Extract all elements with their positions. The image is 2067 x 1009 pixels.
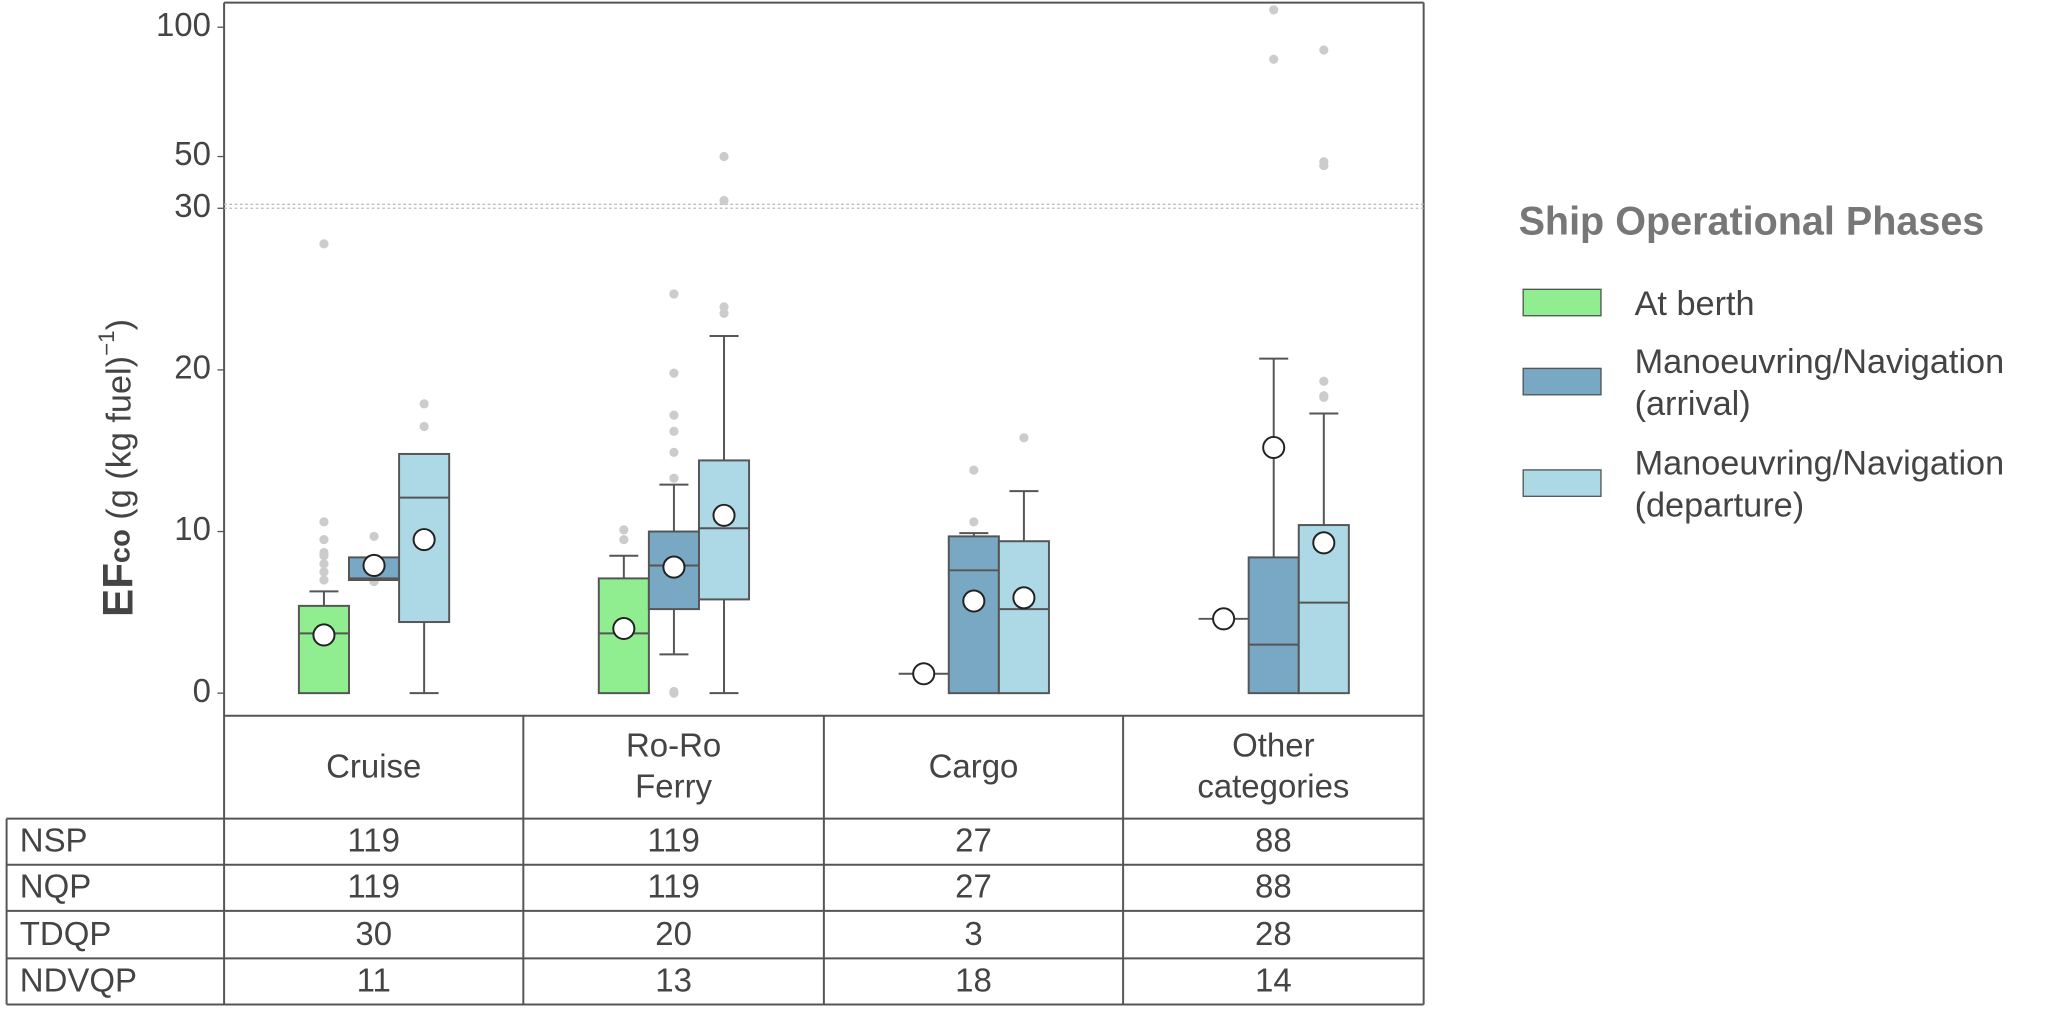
outlier	[669, 289, 679, 299]
y-label-main: EF	[94, 563, 141, 617]
outlier	[719, 308, 729, 318]
outlier	[669, 368, 679, 378]
legend-title: Ship Operational Phases	[1519, 200, 1985, 244]
outlier	[719, 151, 729, 162]
outlier	[719, 302, 729, 312]
y-label-sup: −1	[94, 330, 119, 356]
y-tick-label: 50	[174, 135, 211, 172]
mean	[1262, 435, 1286, 460]
mean	[662, 555, 686, 579]
box	[947, 535, 1000, 695]
table-cell: 27	[955, 868, 992, 906]
outlier	[969, 517, 979, 527]
box	[1247, 556, 1300, 695]
axis-break	[224, 203, 1424, 209]
table-cell: 119	[647, 868, 700, 906]
mean	[962, 589, 986, 613]
outlier	[319, 559, 329, 569]
mean	[912, 662, 936, 686]
mean	[1212, 607, 1236, 631]
table-cell: 28	[1255, 915, 1292, 953]
box	[297, 604, 350, 695]
outlier	[619, 534, 629, 545]
y-tick-label: 20	[174, 349, 211, 386]
y-label-close: )	[100, 319, 138, 330]
table-header: Cargo	[928, 748, 1019, 785]
y-tick-label: 30	[174, 187, 211, 224]
box	[997, 540, 1050, 695]
box	[697, 459, 751, 601]
table-cell: 13	[655, 962, 692, 1000]
table-header: Ro-Ro Ferry	[625, 727, 722, 806]
outlier	[669, 426, 679, 436]
table-cell: 20	[655, 915, 692, 953]
mean	[712, 503, 736, 527]
row-label: NDVQP	[19, 962, 137, 1000]
table-cell: 18	[955, 962, 992, 1000]
table-cell: 119	[347, 868, 400, 906]
outlier	[1269, 5, 1279, 15]
y-tick-label: 0	[193, 672, 211, 709]
table-cell: 88	[1255, 822, 1292, 860]
outlier	[319, 547, 329, 558]
outlier	[1319, 45, 1329, 55]
y-tick-label: 100	[156, 6, 211, 43]
table-cell: 119	[647, 822, 700, 860]
legend-label: Manoeuvring/Navigation (arrival)	[1634, 341, 2005, 424]
table-cell: 14	[1255, 962, 1292, 1000]
table-cell: 119	[347, 822, 400, 860]
y-tick-label: 10	[174, 510, 211, 547]
mean	[362, 553, 386, 578]
table-cell: 11	[356, 962, 391, 1000]
table-header: Cruise	[326, 748, 422, 785]
outlier	[719, 195, 729, 206]
legend-label: Manoeuvring/Navigation (departure)	[1634, 442, 2005, 525]
outlier	[419, 421, 429, 432]
legend-swatch	[1522, 288, 1602, 317]
y-axis-label: EFco (g (kg fuel)−1)	[94, 319, 141, 617]
mean	[1012, 586, 1036, 610]
outlier	[669, 473, 679, 483]
legend-swatch	[1522, 469, 1602, 497]
outlier	[1319, 376, 1329, 386]
outlier	[669, 447, 679, 457]
mean	[1312, 531, 1336, 555]
outlier	[319, 239, 329, 249]
outlier	[1019, 433, 1029, 443]
legend-swatch	[1522, 367, 1602, 396]
outlier	[319, 517, 329, 527]
table-cell: 30	[355, 915, 393, 953]
table-cell: 3	[964, 915, 983, 953]
row-label: TDQP	[19, 915, 112, 953]
outlier	[1319, 391, 1329, 401]
table-cell: 27	[955, 822, 992, 860]
legend-label: At berth	[1634, 283, 1755, 323]
mean	[312, 623, 336, 647]
outlier	[319, 534, 329, 545]
row-label: NSP	[19, 822, 88, 860]
outlier	[1269, 54, 1279, 64]
outlier	[669, 410, 679, 420]
table-cell: 88	[1255, 868, 1292, 906]
y-label-unit: (g (kg fuel)	[100, 356, 138, 529]
outlier	[669, 686, 679, 697]
outlier	[619, 525, 629, 535]
outlier	[419, 399, 429, 409]
frame	[5, 1, 1425, 1006]
row-label: NQP	[19, 868, 92, 906]
table-header: Other categories	[1197, 727, 1350, 806]
mean	[612, 616, 636, 641]
mean	[412, 528, 436, 552]
y-label-sub: co	[104, 529, 136, 563]
outlier	[319, 575, 329, 585]
outlier	[319, 567, 329, 577]
outlier	[1319, 157, 1329, 167]
outlier	[969, 465, 979, 475]
outlier	[369, 531, 379, 541]
